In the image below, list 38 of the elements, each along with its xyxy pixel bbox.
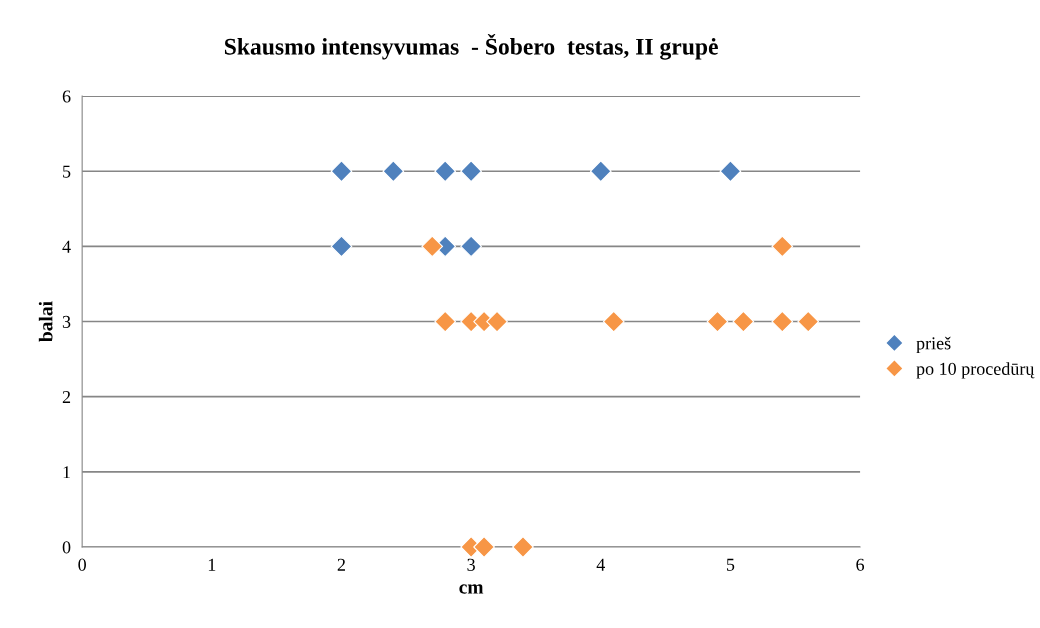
legend-label: po 10 procedūrų bbox=[916, 362, 1035, 379]
y-tick-label: 2 bbox=[62, 390, 71, 403]
point bbox=[602, 310, 625, 333]
x-tick-label: 3 bbox=[467, 558, 475, 571]
y-tick-label: 5 bbox=[63, 165, 71, 178]
point bbox=[486, 310, 508, 333]
point bbox=[330, 235, 353, 258]
point bbox=[589, 160, 612, 183]
x-tick-label: 4 bbox=[596, 558, 606, 571]
point bbox=[434, 160, 457, 183]
x-tick-label: 0 bbox=[78, 558, 86, 571]
x-tick-label: 5 bbox=[726, 558, 735, 571]
x-tick-label: 2 bbox=[337, 558, 345, 571]
y-tick-label: 4 bbox=[62, 240, 71, 253]
point bbox=[473, 536, 495, 558]
point bbox=[797, 310, 820, 333]
point bbox=[460, 235, 482, 258]
point bbox=[460, 160, 482, 183]
y-tick-label: 3 bbox=[62, 315, 71, 328]
x-tick-label: 1 bbox=[208, 558, 216, 571]
point bbox=[771, 235, 794, 258]
chart-title: Skausmo intensyvumas - Šobero testas, II grupė bbox=[224, 33, 718, 60]
point bbox=[771, 310, 794, 333]
point bbox=[512, 536, 534, 558]
x-axis-title: cm bbox=[459, 584, 484, 594]
point bbox=[706, 310, 729, 333]
point bbox=[719, 160, 742, 183]
point bbox=[421, 235, 444, 258]
point bbox=[382, 160, 405, 183]
y-tick-label: 1 bbox=[63, 466, 70, 479]
point bbox=[732, 310, 755, 333]
point bbox=[330, 160, 353, 183]
y-axis-title: balai bbox=[38, 301, 53, 342]
x-tick-label: 6 bbox=[856, 558, 865, 571]
y-tick-label: 6 bbox=[62, 90, 71, 103]
legend-label: prieš bbox=[916, 336, 951, 354]
y-tick-label: 0 bbox=[62, 541, 71, 554]
point bbox=[434, 310, 457, 333]
